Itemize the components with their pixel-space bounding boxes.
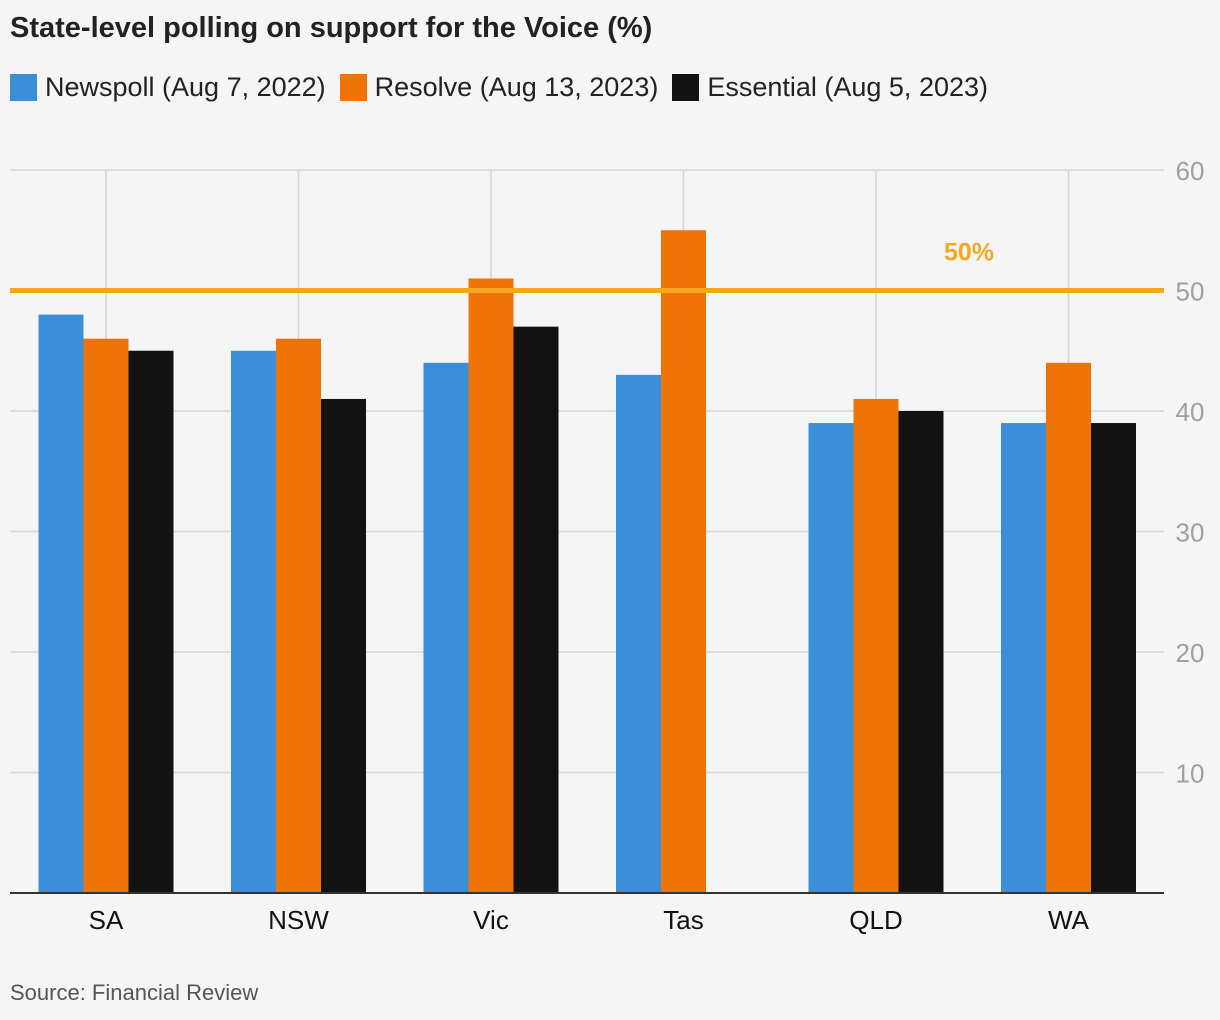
legend-item-essential: Essential (Aug 5, 2023) bbox=[672, 72, 988, 103]
x-tick-label-WA: WA bbox=[1048, 905, 1090, 935]
bar-Tas-0 bbox=[616, 374, 661, 894]
legend-swatch-essential bbox=[672, 74, 700, 101]
legend-label-essential: Essential (Aug 5, 2023) bbox=[707, 72, 988, 102]
legend: Newspoll (Aug 7, 2022) Resolve (Aug 13, … bbox=[10, 72, 1002, 103]
y-tick-label: 20 bbox=[1176, 638, 1205, 668]
legend-item-resolve: Resolve (Aug 13, 2023) bbox=[339, 72, 659, 103]
y-tick-label: 30 bbox=[1176, 518, 1205, 548]
y-tick-label: 10 bbox=[1176, 759, 1205, 789]
chart-title: State-level polling on support for the V… bbox=[10, 12, 653, 44]
bar-WA-1 bbox=[1046, 362, 1091, 893]
reference-line-label: 50% bbox=[944, 239, 994, 267]
y-tick-label: 60 bbox=[1176, 156, 1205, 186]
source-note: Source: Financial Review bbox=[10, 980, 259, 1005]
bar-QLD-2 bbox=[898, 411, 944, 893]
legend-label-newspoll: Newspoll (Aug 7, 2022) bbox=[45, 72, 326, 102]
y-tick-label: 40 bbox=[1176, 397, 1205, 427]
y-tick-label: 50 bbox=[1176, 277, 1205, 307]
bar-WA-0 bbox=[1001, 423, 1046, 893]
bar-Vic-1 bbox=[468, 278, 514, 893]
bar-chart: 10 20 30 40 50 60 50% SA NSW Vic Tas QLD WA bbox=[10, 156, 1205, 935]
bar-NSW-1 bbox=[276, 338, 321, 893]
x-tick-label-SA: SA bbox=[89, 905, 124, 935]
x-tick-label-Tas: Tas bbox=[663, 905, 703, 935]
legend-swatch-resolve bbox=[339, 74, 367, 101]
bar-Tas-1 bbox=[661, 230, 706, 893]
bar-QLD-1 bbox=[853, 398, 899, 893]
bar-SA-2 bbox=[128, 350, 174, 893]
bar-NSW-0 bbox=[231, 350, 276, 893]
legend-label-resolve: Resolve (Aug 13, 2023) bbox=[374, 72, 659, 102]
bar-WA-2 bbox=[1091, 423, 1136, 893]
x-tick-label-QLD: QLD bbox=[849, 905, 902, 935]
bar-Vic-0 bbox=[423, 362, 469, 893]
legend-item-newspoll: Newspoll (Aug 7, 2022) bbox=[10, 72, 326, 103]
legend-swatch-newspoll bbox=[10, 74, 37, 101]
bar-SA-0 bbox=[38, 314, 84, 894]
bar-QLD-0 bbox=[808, 423, 854, 893]
bar-SA-1 bbox=[83, 338, 129, 893]
bar-Vic-2 bbox=[513, 326, 559, 893]
x-tick-label-NSW: NSW bbox=[268, 905, 329, 935]
x-tick-label-Vic: Vic bbox=[473, 905, 509, 935]
bar-NSW-2 bbox=[321, 398, 366, 893]
